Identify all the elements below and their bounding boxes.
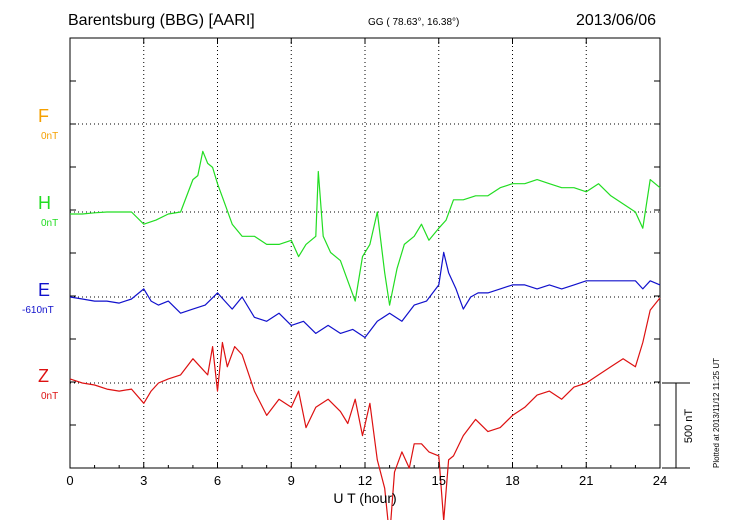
- component-label-f: F: [38, 106, 49, 126]
- baseline-label-e: -610nT: [22, 305, 54, 316]
- x-axis-label: U T (hour): [333, 490, 396, 506]
- baseline-label-h: 0nT: [41, 218, 59, 229]
- station-title: Barentsburg (BBG) [AARI]: [68, 12, 255, 29]
- baseline-label-z: 0nT: [41, 391, 59, 402]
- series-group: [69, 150, 661, 520]
- x-tick-label: 0: [66, 473, 73, 488]
- x-tick-label: 18: [505, 473, 519, 488]
- x-tick-label: 3: [140, 473, 147, 488]
- date-label: 2013/06/06: [576, 12, 657, 29]
- geographic-coordinates: GG ( 78.63°, 16.38°): [368, 17, 460, 28]
- series-z-line: [69, 297, 661, 520]
- x-tick-label: 12: [358, 473, 372, 488]
- component-label-h: H: [38, 193, 51, 213]
- component-label-e: E: [38, 280, 51, 300]
- x-tick-label: 15: [432, 473, 446, 488]
- x-tick-label: 24: [653, 473, 667, 488]
- component-label-z: Z: [38, 366, 49, 386]
- x-tick-label: 21: [579, 473, 593, 488]
- scale-bar-label: 500 nT: [683, 409, 695, 444]
- x-tick-label: 9: [288, 473, 295, 488]
- scale-bar: 500 nT: [662, 382, 695, 469]
- series-e-line: [69, 251, 661, 339]
- series-h-line: [70, 150, 661, 306]
- x-axis-ticks: 0 3 6 9 12 15 18 21 24: [66, 38, 667, 488]
- x-tick-label: 6: [214, 473, 221, 488]
- baseline-label-f: 0nT: [41, 131, 59, 142]
